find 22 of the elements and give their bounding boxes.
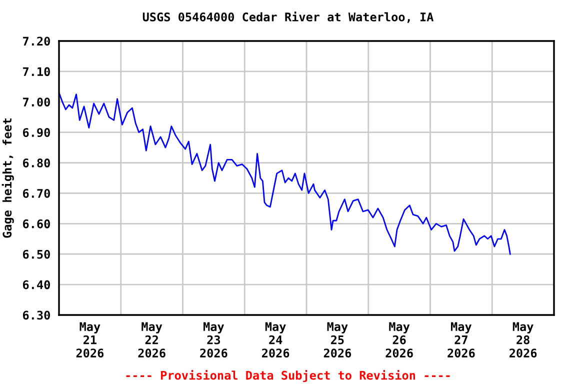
x-tick-label: May 25 2026 — [324, 322, 352, 358]
y-tick-label: 7.20 — [23, 36, 50, 46]
y-tick-label: 6.50 — [22, 250, 50, 259]
y-axis-title: Gage height, feet — [2, 118, 14, 238]
chart-title: USGS 05464000 Cedar River at Waterloo, IA — [142, 12, 434, 23]
line-series — [59, 92, 511, 255]
y-tick-label: 6.80 — [22, 158, 50, 168]
y-tick-label: 6.70 — [22, 188, 50, 198]
y-tick-label: 6.60 — [22, 219, 50, 228]
y-tick-label: 7.10 — [23, 67, 50, 76]
x-tick-label: May 22 2026 — [138, 322, 166, 358]
y-tick-label: 6.30 — [22, 310, 50, 320]
text: ---- Provisional Data Subject to Revision ---- — [126, 370, 450, 382]
x-tick-label: May 27 2026 — [448, 322, 475, 358]
x-tick-label: May 24 2026 — [262, 322, 290, 358]
x-tick-label: May 23 2026 — [200, 322, 228, 358]
y-tick-label: 6.90 — [22, 128, 50, 138]
y-tick-label: 6.40 — [22, 280, 50, 290]
x-tick-label: May 26 2026 — [386, 322, 413, 358]
x-tick-label: May 21 2026 — [76, 322, 104, 358]
y-tick-label: 7.00 — [23, 98, 50, 107]
x-tick-label: May 28 2026 — [510, 322, 537, 358]
